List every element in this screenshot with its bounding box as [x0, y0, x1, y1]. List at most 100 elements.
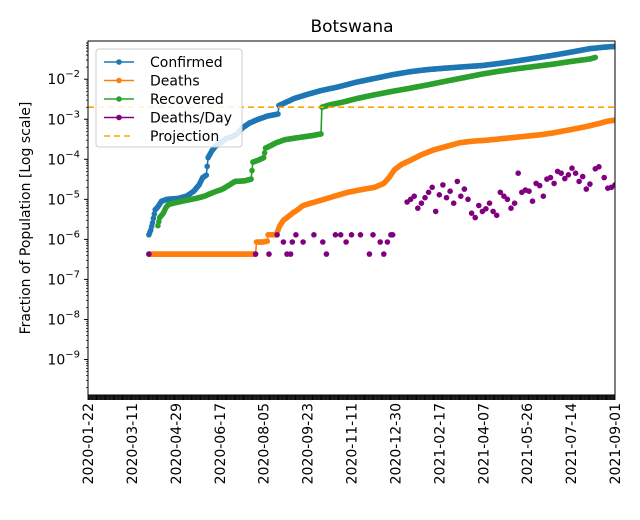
data-point: [320, 239, 326, 245]
data-point: [248, 176, 254, 182]
legend-marker: [116, 96, 122, 102]
data-point: [323, 251, 330, 257]
data-point: [275, 111, 281, 117]
y-tick-label: 10−3: [47, 109, 80, 128]
legend-item: Confirmed: [104, 55, 223, 71]
y-tick-label: 10−2: [47, 69, 80, 88]
data-point: [384, 239, 391, 245]
data-point: [612, 43, 615, 50]
data-point: [146, 251, 152, 257]
data-point: [465, 196, 471, 203]
legend-label: Recovered: [150, 92, 224, 108]
data-point: [540, 193, 547, 199]
data-point: [450, 200, 457, 206]
data-point: [511, 200, 518, 206]
y-axis-ticks: 10−9 10−8 10−7 10−6 10−5 10−4 10−3 10−2: [47, 42, 88, 388]
data-point: [318, 131, 324, 137]
x-tick-label: 2020-04-29: [169, 403, 185, 484]
data-point: [596, 164, 602, 170]
x-tick-label: 2021-05-26: [520, 403, 536, 484]
data-point: [458, 193, 464, 199]
legend-label: Confirmed: [150, 55, 223, 71]
legend-label: Deaths/Day: [150, 111, 232, 127]
data-point: [497, 189, 504, 196]
x-tick-label: 2020-08-05: [257, 403, 273, 484]
data-point: [280, 239, 287, 245]
data-point: [443, 194, 450, 201]
data-point: [151, 211, 158, 217]
data-point: [149, 220, 156, 226]
x-tick-label: 2020-12-30: [388, 403, 404, 484]
data-point: [490, 208, 496, 215]
data-point: [447, 188, 453, 194]
data-point: [293, 232, 299, 238]
data-point: [370, 232, 376, 238]
data-point: [337, 232, 344, 238]
data-point: [203, 172, 210, 178]
data-point: [461, 186, 468, 192]
data-point: [274, 232, 280, 238]
data-point: [508, 205, 514, 211]
data-point: [332, 232, 339, 238]
series-deaths-day: [146, 164, 615, 257]
data-point: [432, 208, 439, 215]
data-point: [547, 174, 554, 181]
x-tick-label: 2021-07-14: [564, 403, 580, 484]
data-point: [343, 239, 349, 245]
data-point: [260, 154, 267, 161]
data-point: [592, 54, 599, 61]
x-tick-label: 2020-09-23: [301, 403, 317, 484]
data-point: [300, 239, 306, 245]
data-point: [515, 170, 521, 176]
data-point: [287, 251, 294, 257]
data-point: [422, 194, 428, 201]
data-point: [472, 214, 479, 221]
legend-marker: [116, 77, 122, 84]
data-point: [486, 200, 493, 206]
data-point: [558, 170, 564, 176]
data-point: [377, 239, 384, 245]
data-point: [357, 232, 364, 238]
data-point: [289, 239, 296, 245]
data-point: [264, 238, 271, 244]
data-point: [411, 193, 418, 199]
legend-item: Deaths/Day: [104, 111, 232, 127]
legend-label: Deaths: [150, 74, 200, 90]
data-point: [493, 212, 500, 219]
data-point: [381, 251, 387, 257]
legend-marker: [116, 114, 122, 121]
data-point: [454, 178, 461, 185]
x-tick-label: 2020-01-22: [81, 403, 97, 484]
x-tick-label: 2020-06-17: [213, 403, 229, 484]
y-tick-label: 10−7: [47, 269, 80, 288]
data-point: [565, 172, 572, 178]
data-point: [601, 174, 607, 181]
legend-label: Projection: [150, 129, 219, 145]
legend-marker: [116, 59, 122, 65]
legend-item: Deaths: [104, 74, 200, 90]
data-point: [562, 175, 568, 182]
data-point: [583, 186, 590, 192]
legend-item: Recovered: [104, 92, 224, 108]
data-point: [429, 184, 436, 191]
data-point: [476, 202, 482, 209]
y-tick-label: 10−6: [47, 229, 80, 248]
data-point: [348, 232, 355, 238]
x-tick-label: 2021-04-07: [476, 403, 492, 484]
legend: Confirmed Deaths Recovered Deaths/Day Projec…: [95, 48, 243, 148]
data-point: [366, 251, 373, 257]
data-point: [551, 180, 557, 187]
x-tick-label: 2020-11-11: [345, 403, 361, 484]
data-point: [266, 251, 272, 257]
data-point: [261, 150, 268, 156]
data-point: [150, 215, 157, 222]
y-tick-label: 10−4: [47, 149, 80, 168]
x-axis-ticks: 2020-01-22 2020-03-11 2020-04-29 2020-06-17…: [81, 395, 624, 484]
data-point: [576, 178, 582, 185]
data-point: [529, 198, 536, 204]
data-point: [311, 232, 317, 238]
data-point: [569, 165, 575, 171]
data-point: [612, 182, 615, 188]
y-tick-label: 10−5: [47, 189, 80, 208]
